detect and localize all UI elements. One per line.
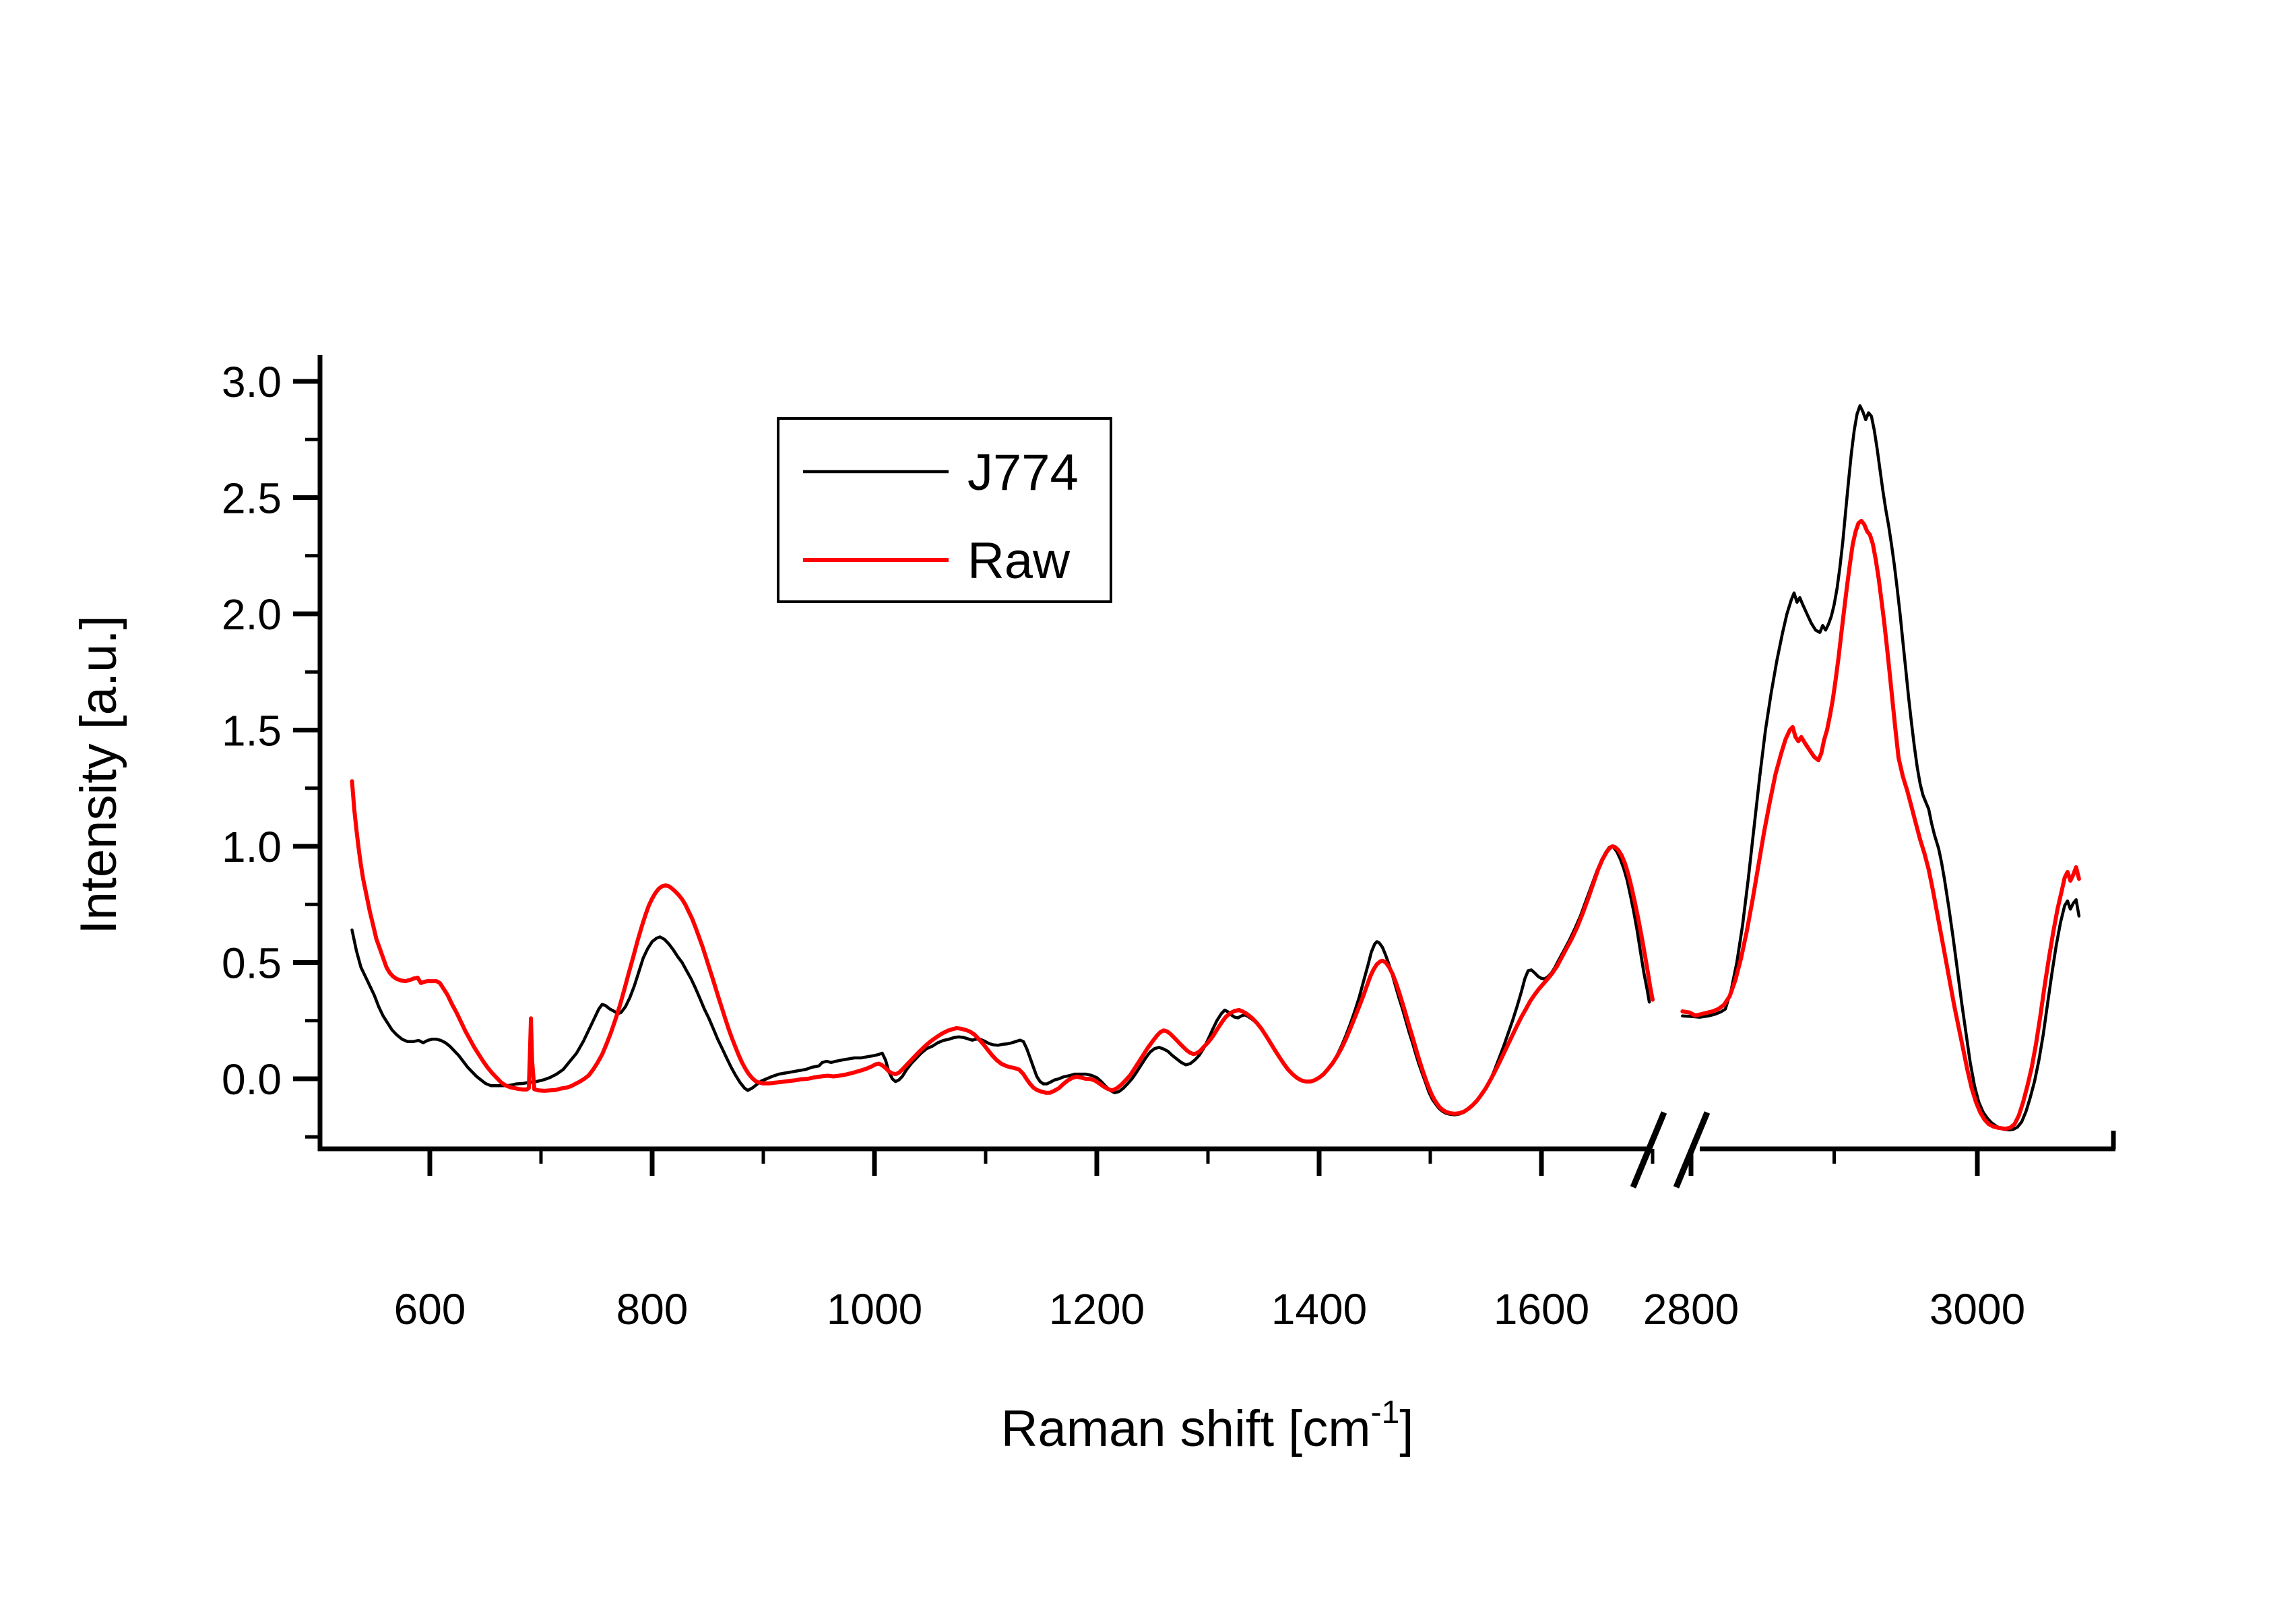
y-tick-label: 2.0	[222, 590, 282, 639]
y-axis-ticks: 3.0 2.5 2.0 1.5 1.0 0.5 0.0	[222, 358, 320, 1139]
break-slash	[1630, 1111, 1667, 1189]
x-tick-label: 1600	[1494, 1285, 1589, 1333]
raw-spectrum	[350, 519, 2081, 1131]
x-tick-label: 1000	[827, 1285, 922, 1333]
legend-label-raw: Raw	[967, 532, 1071, 590]
x-tick-label: 800	[616, 1285, 689, 1333]
y-axis-title: Intensity [a.u.]	[70, 615, 127, 934]
x-tick-label: 2800	[1643, 1285, 1739, 1333]
x-tick-label: 1400	[1271, 1285, 1367, 1333]
x-tick-label: 3000	[1930, 1285, 2025, 1333]
legend-label-j774: J774	[967, 444, 1079, 501]
y-tick-label: 2.5	[222, 474, 282, 523]
y-tick-label: 0.5	[222, 939, 282, 988]
y-tick-label: 1.5	[222, 707, 282, 755]
x-axis-ticks: 600 800 1000 1200 1400 1600 2800 3000	[394, 1149, 2025, 1333]
legend: J774 Raw	[777, 417, 1112, 603]
x-tick-label: 600	[394, 1285, 466, 1333]
raw-spectrum-line	[350, 779, 1655, 1116]
axis-break-icon	[1630, 1111, 1711, 1189]
raw-spectrum-line	[1680, 519, 2081, 1131]
y-tick-label: 0.0	[222, 1055, 282, 1104]
j774-spectrum	[350, 404, 2081, 1132]
j774-spectrum-line	[1681, 404, 2081, 1132]
j774-spectrum-line	[350, 844, 1651, 1117]
break-slash	[1673, 1111, 1711, 1189]
y-tick-label: 1.0	[222, 823, 282, 871]
legend-box	[777, 417, 1112, 603]
y-tick-label: 3.0	[222, 358, 282, 406]
axis-titles: Raman shift [cm-1] Intensity [a.u.]	[70, 615, 1413, 1457]
x-axis-title: Raman shift [cm-1]	[1001, 1395, 1414, 1457]
x-tick-label: 1200	[1049, 1285, 1145, 1333]
